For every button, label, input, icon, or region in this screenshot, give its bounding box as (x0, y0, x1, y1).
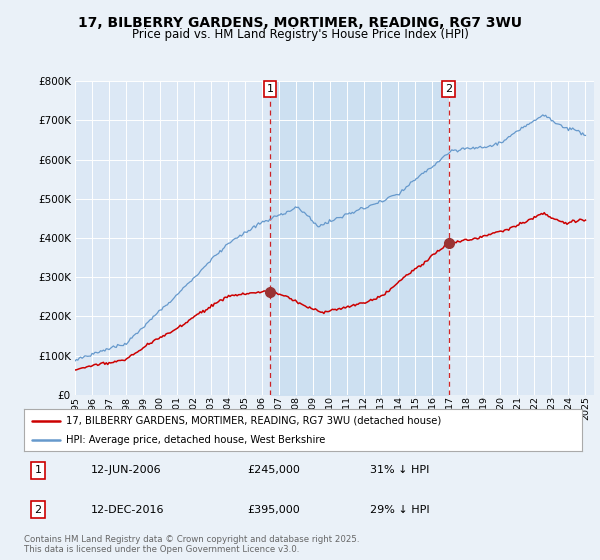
Text: 29% ↓ HPI: 29% ↓ HPI (370, 505, 430, 515)
Text: Price paid vs. HM Land Registry's House Price Index (HPI): Price paid vs. HM Land Registry's House … (131, 28, 469, 41)
Text: 2: 2 (34, 505, 41, 515)
Text: £245,000: £245,000 (247, 465, 300, 475)
Text: Contains HM Land Registry data © Crown copyright and database right 2025.
This d: Contains HM Land Registry data © Crown c… (24, 535, 359, 554)
Text: 17, BILBERRY GARDENS, MORTIMER, READING, RG7 3WU: 17, BILBERRY GARDENS, MORTIMER, READING,… (78, 16, 522, 30)
Text: 31% ↓ HPI: 31% ↓ HPI (370, 465, 430, 475)
Text: 17, BILBERRY GARDENS, MORTIMER, READING, RG7 3WU (detached house): 17, BILBERRY GARDENS, MORTIMER, READING,… (66, 416, 441, 426)
Text: £395,000: £395,000 (247, 505, 300, 515)
Text: HPI: Average price, detached house, West Berkshire: HPI: Average price, detached house, West… (66, 435, 325, 445)
Text: 12-DEC-2016: 12-DEC-2016 (91, 505, 164, 515)
Text: 1: 1 (266, 84, 274, 94)
Text: 2: 2 (445, 84, 452, 94)
Text: 12-JUN-2006: 12-JUN-2006 (91, 465, 161, 475)
Text: 1: 1 (34, 465, 41, 475)
